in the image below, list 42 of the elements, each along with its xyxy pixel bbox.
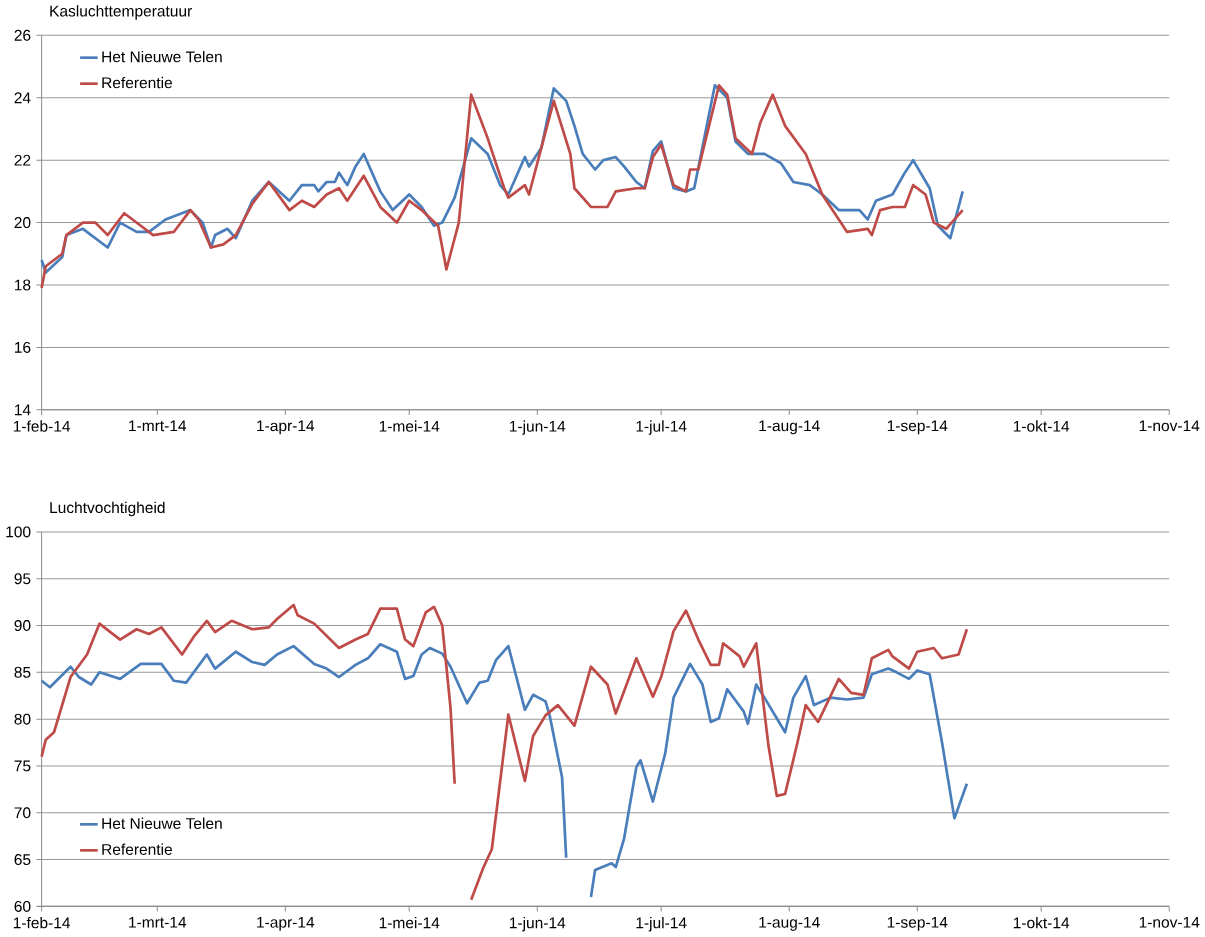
x-tick-label: 1-nov-14 <box>1139 420 1200 432</box>
y-tick-label: 20 <box>14 217 31 229</box>
x-tick-label: 1-feb-14 <box>13 917 71 929</box>
y-tick-label: 16 <box>14 342 31 354</box>
y-tick-label: 70 <box>14 807 31 819</box>
x-tick-label: 1-jul-14 <box>636 917 687 932</box>
x-tick-label: 1-apr-14 <box>257 420 315 435</box>
legend-label: Referentie <box>102 77 172 89</box>
chart-title: Luchtvochtigheid <box>50 501 165 517</box>
x-tick-label: 1-sep-14 <box>887 917 948 932</box>
y-tick-label: 14 <box>14 404 31 416</box>
y-tick-label: 95 <box>14 573 31 585</box>
y-tick-label: 100 <box>6 526 31 538</box>
x-tick-label: 1-feb-14 <box>13 420 71 432</box>
x-tick-label: 1-jul-14 <box>636 420 687 436</box>
y-tick-label: 60 <box>14 901 31 913</box>
x-tick-label: 1-mrt-14 <box>129 917 187 928</box>
y-tick-label: 22 <box>14 154 31 166</box>
x-tick-label: 1-mei-14 <box>379 917 440 929</box>
y-tick-label: 80 <box>14 713 31 725</box>
y-tick-label: 26 <box>14 30 31 42</box>
y-tick-label: 18 <box>14 279 31 291</box>
chart-title: Kasluchttemperatuur <box>50 5 192 20</box>
x-tick-label: 1-jun-14 <box>509 420 566 436</box>
legend-label: Referentie <box>102 843 172 856</box>
x-tick-label: 1-mrt-14 <box>129 420 187 432</box>
x-tick-label: 1-aug-14 <box>759 917 820 932</box>
y-tick-label: 24 <box>14 92 31 104</box>
y-tick-label: 65 <box>14 854 31 866</box>
y-tick-label: 85 <box>14 667 31 679</box>
legend-label: Het Nieuwe Telen <box>102 817 222 830</box>
legend-label: Het Nieuwe Telen <box>102 51 222 63</box>
x-tick-label: 1-mei-14 <box>379 420 440 432</box>
x-tick-label: 1-apr-14 <box>257 917 315 932</box>
y-tick-label: 75 <box>14 760 31 772</box>
x-tick-label: 1-aug-14 <box>759 420 820 435</box>
x-tick-label: 1-jun-14 <box>509 917 566 932</box>
x-tick-label: 1-okt-14 <box>1013 917 1070 929</box>
x-tick-label: 1-nov-14 <box>1139 917 1200 928</box>
y-tick-label: 90 <box>14 620 31 632</box>
x-tick-label: 1-sep-14 <box>887 420 948 435</box>
x-tick-label: 1-okt-14 <box>1013 420 1070 432</box>
